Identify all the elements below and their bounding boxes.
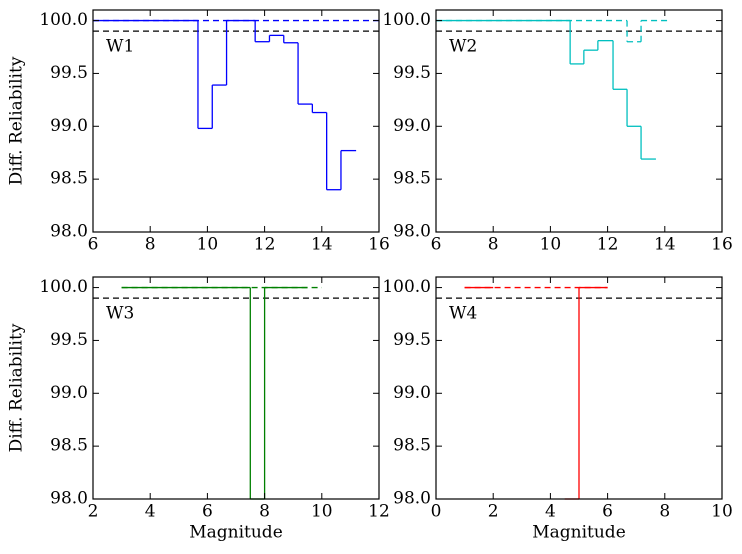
x-tick-label: 14: [654, 235, 676, 255]
y-tick-label: 98.5: [50, 436, 88, 456]
axes-frame: [92, 276, 380, 500]
series: [436, 19, 656, 160]
axes-frame: [435, 276, 723, 500]
x-tick-label: 8: [488, 235, 499, 255]
plot-area: [436, 286, 722, 500]
x-tick-label: 10: [197, 235, 219, 255]
plot-area: [436, 19, 722, 160]
panel-label: W1: [106, 37, 134, 57]
series: [121, 286, 308, 500]
y-tick-label: 99.0: [50, 383, 88, 403]
x-tick-label: 4: [545, 502, 556, 522]
plot-area: [93, 19, 379, 191]
x-tick-label: 6: [431, 235, 442, 255]
x-tick-label: 8: [145, 235, 156, 255]
y-tick-label: 99.5: [50, 63, 88, 83]
x-tick-label: 6: [88, 235, 99, 255]
y-tick-label: 99.5: [393, 330, 431, 350]
y-tick-label: 98.5: [393, 169, 431, 189]
panel-label: W2: [449, 37, 477, 57]
y-tick-label: 99.0: [50, 116, 88, 136]
y-tick-label: 100.0: [382, 277, 431, 297]
y-tick-label: 98.0: [393, 222, 431, 242]
x-tick-label: 14: [311, 235, 333, 255]
x-tick-label: 4: [145, 502, 156, 522]
x-tick-label: 12: [254, 235, 276, 255]
axes-frame: [92, 9, 380, 233]
y-tick-label: 98.0: [50, 222, 88, 242]
y-tick-label: 100.0: [39, 277, 88, 297]
x-tick-label: 8: [259, 502, 270, 522]
subplot: 98.0 98.5 99.0 99.5 100.0 0 2 4 6 8 10 W4 Magnitude: [382, 276, 733, 543]
x-tick-label: 10: [540, 235, 562, 255]
plot-area: [93, 286, 379, 500]
y-axis-label: Diff. Reliability: [7, 323, 27, 452]
x-tick-label: 12: [597, 235, 619, 255]
x-tick-label: 6: [602, 502, 613, 522]
y-tick-label: 98.0: [50, 489, 88, 509]
x-tick-label: 16: [368, 235, 390, 255]
series: [93, 19, 357, 191]
y-tick-label: 99.5: [393, 63, 431, 83]
x-tick-label: 12: [368, 502, 390, 522]
y-tick-label: 98.5: [50, 169, 88, 189]
y-tick-label: 100.0: [382, 10, 431, 30]
panel-label: W4: [449, 304, 477, 324]
x-tick-label: 2: [88, 502, 99, 522]
x-tick-label: 2: [488, 502, 499, 522]
x-axis-label: Magnitude: [532, 523, 626, 543]
y-tick-label: 100.0: [39, 10, 88, 30]
y-tick-label: 98.5: [393, 436, 431, 456]
x-tick-label: 10: [711, 502, 733, 522]
y-tick-label: 99.5: [50, 330, 88, 350]
subplot: 98.0 98.5 99.0 99.5 100.0 2 4 6 8 10 12 W3 Diff. Rel…: [7, 276, 390, 543]
y-tick-label: 99.0: [393, 383, 431, 403]
subplot: 98.0 98.5 99.0 99.5 100.0 6 8 10 12 14 16 W2: [382, 9, 733, 255]
y-axis-label: Diff. Reliability: [7, 56, 27, 185]
x-tick-label: 6: [202, 502, 213, 522]
subplot: 98.0 98.5 99.0 99.5 100.0 6 8 10 12 14 16 W1 Diff. R…: [7, 9, 390, 255]
x-tick-label: 10: [311, 502, 333, 522]
series: [464, 286, 608, 500]
x-tick-label: 16: [711, 235, 733, 255]
panel-label: W3: [106, 304, 134, 324]
x-tick-label: 8: [659, 502, 670, 522]
axes-frame: [435, 9, 723, 233]
x-axis-label: Magnitude: [189, 523, 283, 543]
x-tick-label: 0: [431, 502, 442, 522]
y-tick-label: 99.0: [393, 116, 431, 136]
y-tick-label: 98.0: [393, 489, 431, 509]
